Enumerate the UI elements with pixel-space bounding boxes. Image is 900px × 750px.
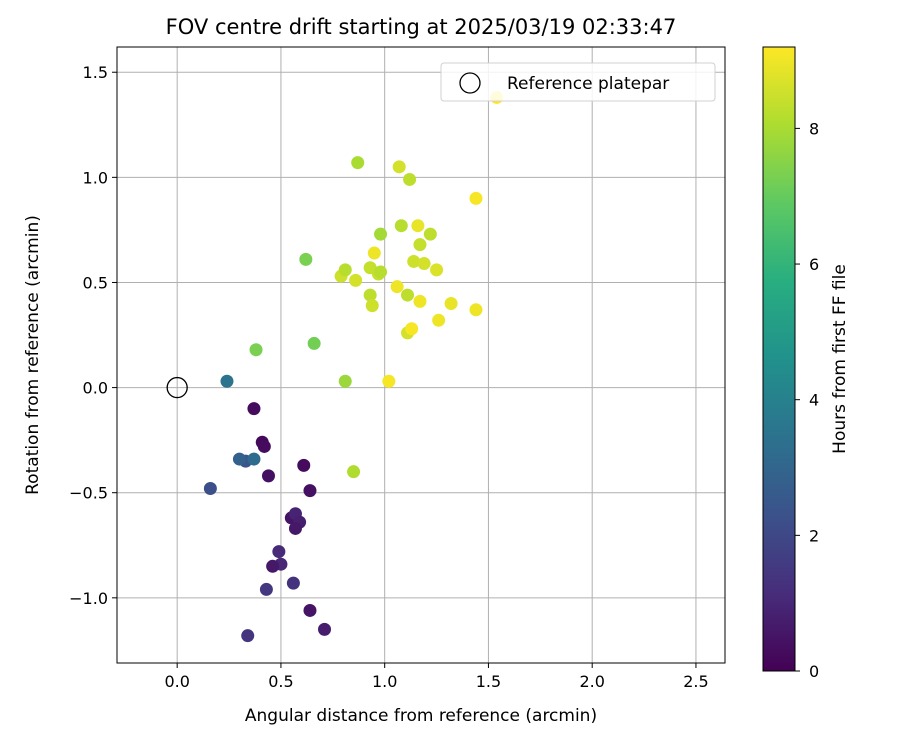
data-point bbox=[349, 273, 363, 287]
data-point bbox=[249, 343, 263, 357]
data-point bbox=[413, 294, 427, 308]
data-point bbox=[367, 246, 381, 260]
data-point bbox=[347, 465, 361, 479]
legend-reference-marker bbox=[459, 72, 481, 94]
data-point bbox=[382, 374, 396, 388]
data-point bbox=[413, 238, 427, 252]
data-point bbox=[390, 280, 404, 294]
data-point bbox=[303, 484, 317, 498]
colorbar-tick-label: 2 bbox=[809, 526, 819, 545]
colorbar-gradient bbox=[762, 46, 796, 672]
data-point bbox=[417, 257, 431, 271]
colorbar: 0 2 4 6 8 Hours from first FF file bbox=[762, 46, 850, 681]
data-point bbox=[469, 191, 483, 205]
x-tick-label: 2.5 bbox=[683, 672, 708, 691]
data-point bbox=[405, 322, 419, 336]
data-point bbox=[392, 160, 406, 174]
legend: Reference platepar bbox=[440, 62, 716, 102]
x-tick-label: 1.5 bbox=[476, 672, 501, 691]
y-tick-label: 1.5 bbox=[83, 63, 108, 82]
chart-title: FOV centre drift starting at 2025/03/19 … bbox=[166, 15, 677, 39]
data-point bbox=[401, 288, 415, 302]
y-tick-label: 0.5 bbox=[83, 273, 108, 292]
data-point bbox=[374, 227, 388, 241]
y-tick-label: 0.0 bbox=[83, 379, 108, 398]
data-point bbox=[303, 603, 317, 617]
data-point bbox=[469, 303, 483, 317]
colorbar-label: Hours from first FF file bbox=[830, 264, 850, 454]
colorbar-tick-label: 0 bbox=[809, 662, 819, 681]
data-point bbox=[430, 263, 444, 277]
data-point bbox=[203, 482, 217, 496]
y-tick-label: −0.5 bbox=[69, 484, 108, 503]
data-point bbox=[318, 622, 332, 636]
legend-box bbox=[440, 62, 716, 102]
data-point bbox=[259, 582, 273, 596]
data-points bbox=[203, 90, 504, 643]
data-point bbox=[288, 521, 302, 535]
x-tick-label: 0.5 bbox=[268, 672, 293, 691]
data-point bbox=[432, 313, 446, 327]
axis-ticks: 0.0 0.5 1.0 1.5 2.0 2.5 −1.0 −0.5 0.0 0.5 1.0 1.5 bbox=[69, 63, 709, 691]
data-point bbox=[365, 299, 379, 313]
colorbar-tick-label: 8 bbox=[809, 119, 819, 138]
y-axis-label: Rotation from reference (arcmin) bbox=[23, 215, 43, 495]
data-point bbox=[403, 172, 417, 186]
data-point bbox=[257, 439, 271, 453]
data-point bbox=[307, 336, 321, 350]
data-point bbox=[338, 374, 352, 388]
data-point bbox=[241, 629, 255, 643]
data-point bbox=[299, 252, 313, 266]
colorbar-ticks: 0 2 4 6 8 bbox=[795, 119, 819, 681]
data-point bbox=[394, 219, 408, 233]
colorbar-tick-label: 6 bbox=[809, 255, 819, 274]
data-point bbox=[338, 263, 352, 277]
reference-layer bbox=[166, 376, 188, 399]
colorbar-tick-label: 4 bbox=[809, 391, 819, 410]
data-point bbox=[297, 458, 311, 472]
data-point bbox=[266, 559, 280, 573]
data-point bbox=[272, 545, 286, 559]
data-point bbox=[423, 227, 437, 241]
reference-platepar-marker bbox=[166, 376, 188, 399]
data-point bbox=[374, 265, 388, 279]
data-point bbox=[286, 576, 300, 590]
data-point bbox=[444, 296, 458, 310]
y-tick-label: −1.0 bbox=[69, 589, 108, 608]
x-axis-label: Angular distance from reference (arcmin) bbox=[245, 706, 597, 726]
plot-frame bbox=[116, 46, 726, 664]
data-point bbox=[261, 469, 275, 483]
data-point bbox=[363, 288, 377, 302]
x-tick-label: 2.0 bbox=[579, 672, 604, 691]
x-tick-label: 1.0 bbox=[372, 672, 397, 691]
data-point bbox=[407, 254, 421, 268]
legend-entry-label: Reference platepar bbox=[507, 74, 669, 94]
grid-lines bbox=[117, 47, 725, 663]
data-point bbox=[411, 219, 425, 233]
y-tick-label: 1.0 bbox=[83, 168, 108, 187]
data-point bbox=[232, 452, 246, 466]
x-tick-label: 0.0 bbox=[164, 672, 189, 691]
data-point bbox=[247, 452, 261, 466]
data-point bbox=[247, 402, 261, 416]
data-point bbox=[220, 374, 234, 388]
data-point bbox=[351, 156, 365, 170]
